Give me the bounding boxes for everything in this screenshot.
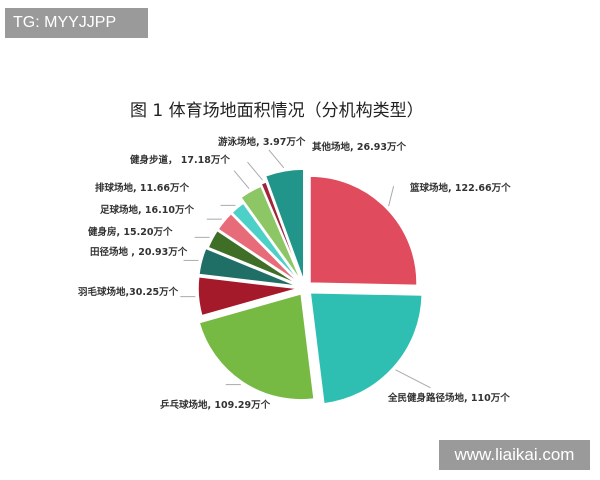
leader-line-9	[247, 161, 263, 181]
chart-title: 图 1 体育场地面积情况（分机构类型）	[130, 101, 424, 121]
pie-slice-8	[239, 185, 303, 283]
pie-slice-2	[198, 292, 315, 401]
data-label-10: 其他场地, 26.93万个	[312, 142, 406, 153]
pie-slice-6	[216, 212, 301, 285]
pie-slice-5	[207, 229, 300, 286]
watermark-top-left: TG: MYYJJPP	[5, 8, 148, 38]
leader-line-8	[233, 170, 250, 189]
leader-line-0	[388, 186, 395, 207]
data-label-8: 健身步道， 17.18万个	[130, 155, 230, 166]
data-label-2: 乒乓球场地, 109.29万个	[160, 400, 271, 411]
pie-slice-7	[230, 202, 302, 284]
data-label-0: 篮球场地, 122.66万个	[410, 183, 511, 194]
pie-slice-1	[309, 291, 423, 405]
data-label-3: 羽毛球场地,30.25万个	[78, 287, 179, 298]
data-label-6: 足球场地, 16.10万个	[100, 205, 194, 216]
leader-line-10	[268, 149, 285, 169]
data-label-9: 游泳场地, 3.97万个	[218, 137, 306, 148]
data-label-1: 全民健身路径场地, 110万个	[388, 393, 510, 404]
pie-slice-0	[309, 175, 418, 287]
data-label-7: 排球场地, 11.66万个	[95, 183, 189, 194]
pie-slice-9	[260, 180, 304, 282]
data-label-4: 田径场地 , 20.93万个	[90, 247, 188, 258]
pie-slice-4	[198, 247, 299, 287]
pie-slice-10	[264, 168, 305, 282]
data-label-5: 健身房, 15.20万个	[88, 227, 173, 238]
pie-slice-3	[197, 275, 299, 317]
leader-line-1	[395, 369, 431, 389]
watermark-bottom-right: www.liaikai.com	[439, 440, 590, 470]
